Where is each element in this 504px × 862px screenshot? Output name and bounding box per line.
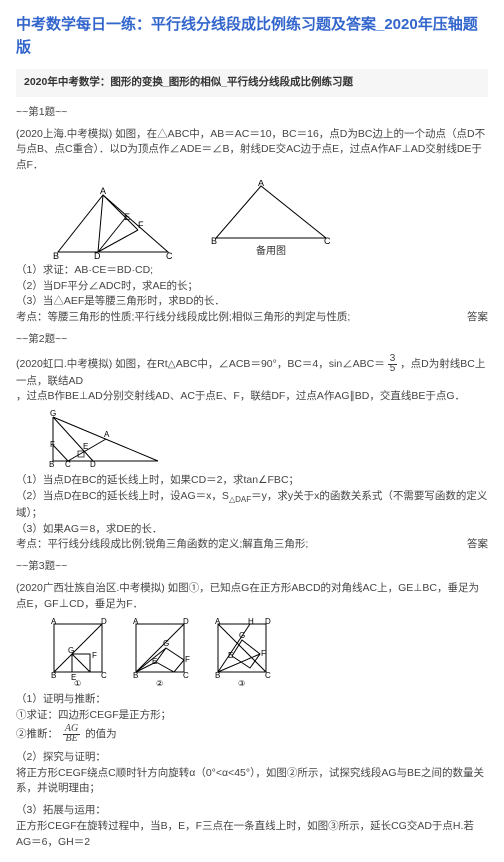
svg-text:A: A <box>258 180 264 188</box>
q3-p3: （3）拓展与运用： <box>16 803 488 819</box>
svg-text:C: C <box>101 671 107 680</box>
svg-text:C: C <box>265 671 271 680</box>
q2-p2: （2）当点D在BC的延长线上时，设AG＝x，S△DAF＝y，求y关于x的函数关系… <box>16 489 488 522</box>
q1-header: ~~第1题~~ <box>16 105 488 121</box>
svg-text:B: B <box>49 460 54 469</box>
triangle-figure-1: A F E B D C <box>48 187 178 259</box>
svg-text:G: G <box>68 646 74 655</box>
fraction-ag-be: AGBE <box>63 724 80 744</box>
q2-topics: 考点：平行线分线段成比例;锐角三角函数的定义;解直角三角形; <box>16 537 308 553</box>
square-figure-3: A H D G F B E C ③ <box>212 618 278 688</box>
svg-text:C: C <box>166 251 173 259</box>
svg-text:F: F <box>261 649 266 658</box>
svg-text:D: D <box>101 618 107 626</box>
q2-source-2: ，过点B作BE⊥AD分别交射线AD、AC于点E、F，联结DF，过点A作AG∥BD… <box>16 389 488 405</box>
svg-text:A: A <box>215 618 221 626</box>
q1-p2: （2）当DF平分∠ADC时，求AE的长； <box>16 279 488 295</box>
svg-text:D: D <box>94 251 101 259</box>
svg-text:③: ③ <box>238 679 245 688</box>
square-figure-2: A D G F B E C ② <box>130 618 196 688</box>
svg-text:G: G <box>163 639 169 648</box>
q2-p1: （1）当点D在BC的延长线上时，如果CD＝2，求tan∠FBC； <box>16 473 488 489</box>
svg-text:B: B <box>215 671 220 680</box>
svg-text:E: E <box>83 442 88 451</box>
q3-p1: （1）证明与推断： <box>16 692 488 708</box>
section-header: 2020年中考数学：图形的变换_图形的相似_平行线分线段成比例练习题 <box>16 69 488 97</box>
svg-text:D: D <box>265 618 271 626</box>
q3-p1a: ①求证：四边形CEGF是正方形； <box>16 708 488 724</box>
svg-text:A: A <box>133 618 139 626</box>
q1-p1: （1）求证：AB·CE＝BD·CD; <box>16 263 488 279</box>
q3-p2: （2）探究与证明： <box>16 750 488 766</box>
q1-figures: A F E B D C A B C 备用图 <box>48 180 488 259</box>
q2-figure: G F A E B C D <box>48 409 488 469</box>
svg-text:E: E <box>228 651 233 660</box>
svg-text:F: F <box>138 220 144 230</box>
q3-p3a: 正方形CEGF在旋转过程中，当B，E，F三点在一条直线上时，如图③所示，延长CG… <box>16 819 488 851</box>
q3-source: (2020广西壮族自治区.中考模拟) 如图①，已知点G在正方形ABCD的对角线A… <box>16 581 488 613</box>
svg-text:A: A <box>104 430 110 439</box>
q3-header: ~~第3题~~ <box>16 559 488 575</box>
q1-p3: （3）当△AEF是等腰三角形时，求BD的长． <box>16 294 488 310</box>
q1-source: (2020上海.中考模拟) 如图，在△ABC中，AB＝AC＝10，BC＝16，点… <box>16 127 488 174</box>
svg-text:F: F <box>92 651 97 660</box>
triangle-figure-2: A B C <box>206 180 336 244</box>
q3-figures: A D G F B E C ① A D G F B E C ② A H D G F B E C ③ <box>48 618 488 688</box>
svg-text:B: B <box>51 671 56 680</box>
q3-p2a: 将正方形CEGF绕点C顺时针方向旋转α（0°<α<45°），如图②所示，试探究线… <box>16 766 488 798</box>
svg-text:G: G <box>239 631 245 640</box>
figure-caption: 备用图 <box>206 244 336 259</box>
svg-text:B: B <box>53 251 59 259</box>
q2-answer-link[interactable]: 答案 <box>467 537 488 553</box>
square-figure-1: AD GF BE C ① <box>48 618 114 688</box>
svg-text:A: A <box>100 187 106 196</box>
svg-text:C: C <box>183 671 189 680</box>
q2-p3: （3）如果AG＝8，求DE的长． <box>16 522 488 538</box>
q2-source: (2020虹口.中考模拟) 如图，在Rt△ABC中，∠ACB＝90°，BC＝4，… <box>16 354 488 390</box>
svg-text:F: F <box>185 655 190 664</box>
svg-text:C: C <box>324 236 331 244</box>
svg-text:G: G <box>50 409 56 418</box>
svg-text:A: A <box>51 618 57 626</box>
q1-topics: 考点：等腰三角形的性质;平行线分线段成比例;相似三角形的判定与性质; <box>16 310 350 326</box>
q1-answer-link[interactable]: 答案 <box>467 310 488 326</box>
q2-header: ~~第2题~~ <box>16 332 488 348</box>
svg-text:H: H <box>248 618 254 626</box>
svg-text:B: B <box>211 236 217 244</box>
svg-text:E: E <box>152 657 157 666</box>
svg-text:E: E <box>124 212 130 222</box>
svg-text:D: D <box>90 460 96 469</box>
q3-p1b: ②推断： AGBE 的值为 <box>16 724 488 744</box>
svg-text:F: F <box>50 440 55 449</box>
svg-text:C: C <box>65 460 71 469</box>
fraction-3-5: 35 <box>388 354 398 374</box>
svg-text:B: B <box>133 671 138 680</box>
svg-text:②: ② <box>156 679 163 688</box>
svg-text:①: ① <box>74 679 81 688</box>
svg-text:D: D <box>183 618 189 626</box>
page-title: 中考数学每日一练：平行线分线段成比例练习题及答案_2020年压轴题版 <box>16 14 488 59</box>
